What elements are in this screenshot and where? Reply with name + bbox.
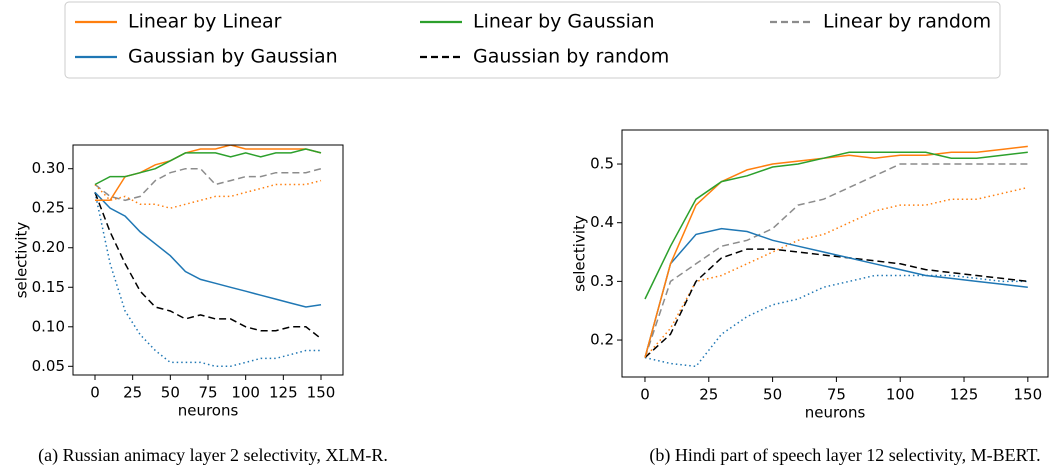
x-tick-label: 0 [640,386,650,404]
x-tick-label: 75 [198,384,217,402]
y-tick-label: 0.5 [590,155,614,173]
y-axis-label: selectivity [571,215,589,292]
legend: Linear by Linear Gaussian by Gaussian Line… [75,11,991,68]
y-tick-label: 0.4 [590,213,614,231]
series-line [644,248,1028,359]
y-tick-label: 0.30 [32,159,65,177]
series-line [94,148,322,186]
caption: (a) Russian animacy layer 2 selectivity,… [38,445,388,466]
plot-frame [72,144,344,376]
y-tick-label: 0.3 [590,272,614,290]
y-axis-label: selectivity [13,222,31,299]
legend-label: Gaussian by Gaussian [128,46,338,68]
legend-label: Gaussian by random [473,46,669,68]
x-tick-label: 25 [699,386,718,404]
x-tick-label: 50 [161,384,180,402]
legend-label: Linear by Linear [128,11,282,33]
x-tick-label: 125 [950,386,979,404]
x-tick-label: 100 [231,384,260,402]
plot-frame [621,129,1049,378]
series-line [94,192,321,368]
series-line [644,145,1028,358]
series-line [94,191,322,308]
legend-label: Linear by random [823,11,991,33]
series-line [644,186,1028,359]
series-line [94,179,322,209]
series-line [644,151,1028,300]
plot-lines [644,145,1028,368]
x-axis-label: neurons [178,402,239,420]
series-line [644,163,1028,358]
y-tick-label: 0.15 [32,278,65,296]
series-line [94,167,322,202]
x-tick-label: 125 [269,384,298,402]
series-line [644,227,1028,358]
legend-label: Linear by Gaussian [473,11,655,33]
x-tick-label: 25 [123,384,142,402]
x-tick-label: 100 [886,386,915,404]
x-tick-label: 150 [307,384,336,402]
caption: (b) Hindi part of speech layer 12 select… [649,445,1040,466]
y-tick-label: 0.20 [32,238,65,256]
series-line [644,274,1028,368]
y-tick-label: 0.2 [590,331,614,349]
y-tick-label: 0.25 [32,199,65,217]
y-tick-label: 0.10 [32,317,65,335]
x-tick-label: 150 [1014,386,1043,404]
series-line [94,192,322,340]
y-tick-label: 0.05 [32,357,65,375]
x-tick-label: 50 [763,386,782,404]
x-tick-label: 75 [827,386,846,404]
x-tick-label: 0 [90,384,100,402]
legend-box [64,1,1001,79]
x-axis-label: neurons [805,404,866,422]
plot-lines [94,145,322,368]
